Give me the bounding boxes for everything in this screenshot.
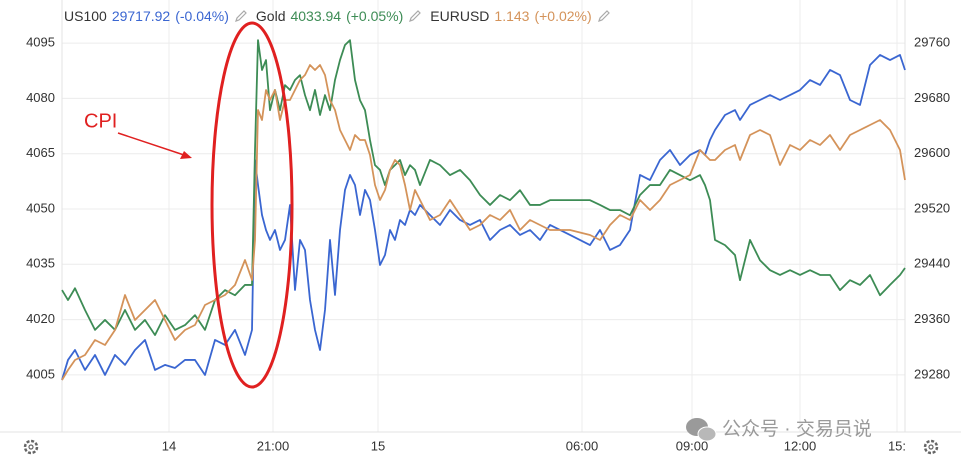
annotation: CPI — [84, 110, 117, 132]
lines — [61, 39, 906, 381]
watermark-icon — [686, 418, 717, 442]
arrow-head — [180, 151, 192, 159]
x-tick-label: 06:00 — [566, 438, 599, 453]
settings-icon-right[interactable] — [923, 439, 939, 455]
y-tick-label: 4005 — [26, 366, 55, 381]
legend-change: (+0.05%) — [346, 8, 404, 24]
legend-last: 4033.94 — [290, 8, 342, 24]
x-tick-label: 14 — [162, 438, 176, 453]
legend-name: US100 — [64, 8, 107, 24]
y2-tick-label: 29360 — [914, 311, 950, 326]
x-tick-label: 12:00 — [784, 438, 817, 453]
y-tick-label: 4080 — [26, 90, 55, 105]
y-tick-label: 4050 — [26, 200, 55, 215]
legend: US100 29717.92 (-0.04%) Gold 4033.94 (+0.05%)… — [64, 8, 611, 24]
legend-name: Gold — [255, 8, 286, 24]
watermark: 公众号 · 交易员说 — [722, 418, 872, 440]
settings-icon-left[interactable] — [23, 439, 39, 455]
x-tick-label: 09:00 — [676, 438, 709, 453]
grid — [62, 0, 905, 432]
legend-last: 1.143 — [494, 8, 530, 24]
legend-item: US100 29717.92 (-0.04%) — [64, 8, 248, 24]
y-tick-label: 4020 — [26, 311, 55, 326]
edit-icon[interactable] — [408, 9, 422, 23]
series-line — [61, 54, 906, 381]
series-line — [61, 64, 906, 381]
y2-tick-label: 29440 — [914, 256, 950, 271]
y2-tick-label: 29520 — [914, 200, 950, 215]
x-tick-label: 21:00 — [257, 438, 290, 453]
legend-last: 29717.92 — [111, 8, 171, 24]
y2-tick-label: 29760 — [914, 34, 950, 49]
y2-tick-label: 29600 — [914, 145, 950, 160]
edit-icon[interactable] — [597, 9, 611, 23]
x-tick-label: 15: — [888, 438, 906, 453]
y-tick-label: 4035 — [26, 256, 55, 271]
legend-item: Gold 4033.94 (+0.05%) — [256, 8, 422, 24]
legend-item: EURUSD 1.143 (+0.02%) — [430, 8, 610, 24]
annotation-arrow — [117, 132, 185, 156]
legend-change: (+0.02%) — [534, 8, 592, 24]
edit-icon[interactable] — [234, 9, 248, 23]
x-tick-label: 15 — [371, 438, 385, 453]
legend-name: EURUSD — [430, 8, 490, 24]
y2-tick-label: 29680 — [914, 90, 950, 105]
highlight-ellipse — [210, 21, 294, 389]
y-tick-label: 4095 — [26, 35, 55, 50]
y-tick-label: 4065 — [26, 145, 55, 160]
y2-tick-label: 29280 — [914, 366, 950, 381]
legend-change: (-0.04%) — [175, 8, 229, 24]
